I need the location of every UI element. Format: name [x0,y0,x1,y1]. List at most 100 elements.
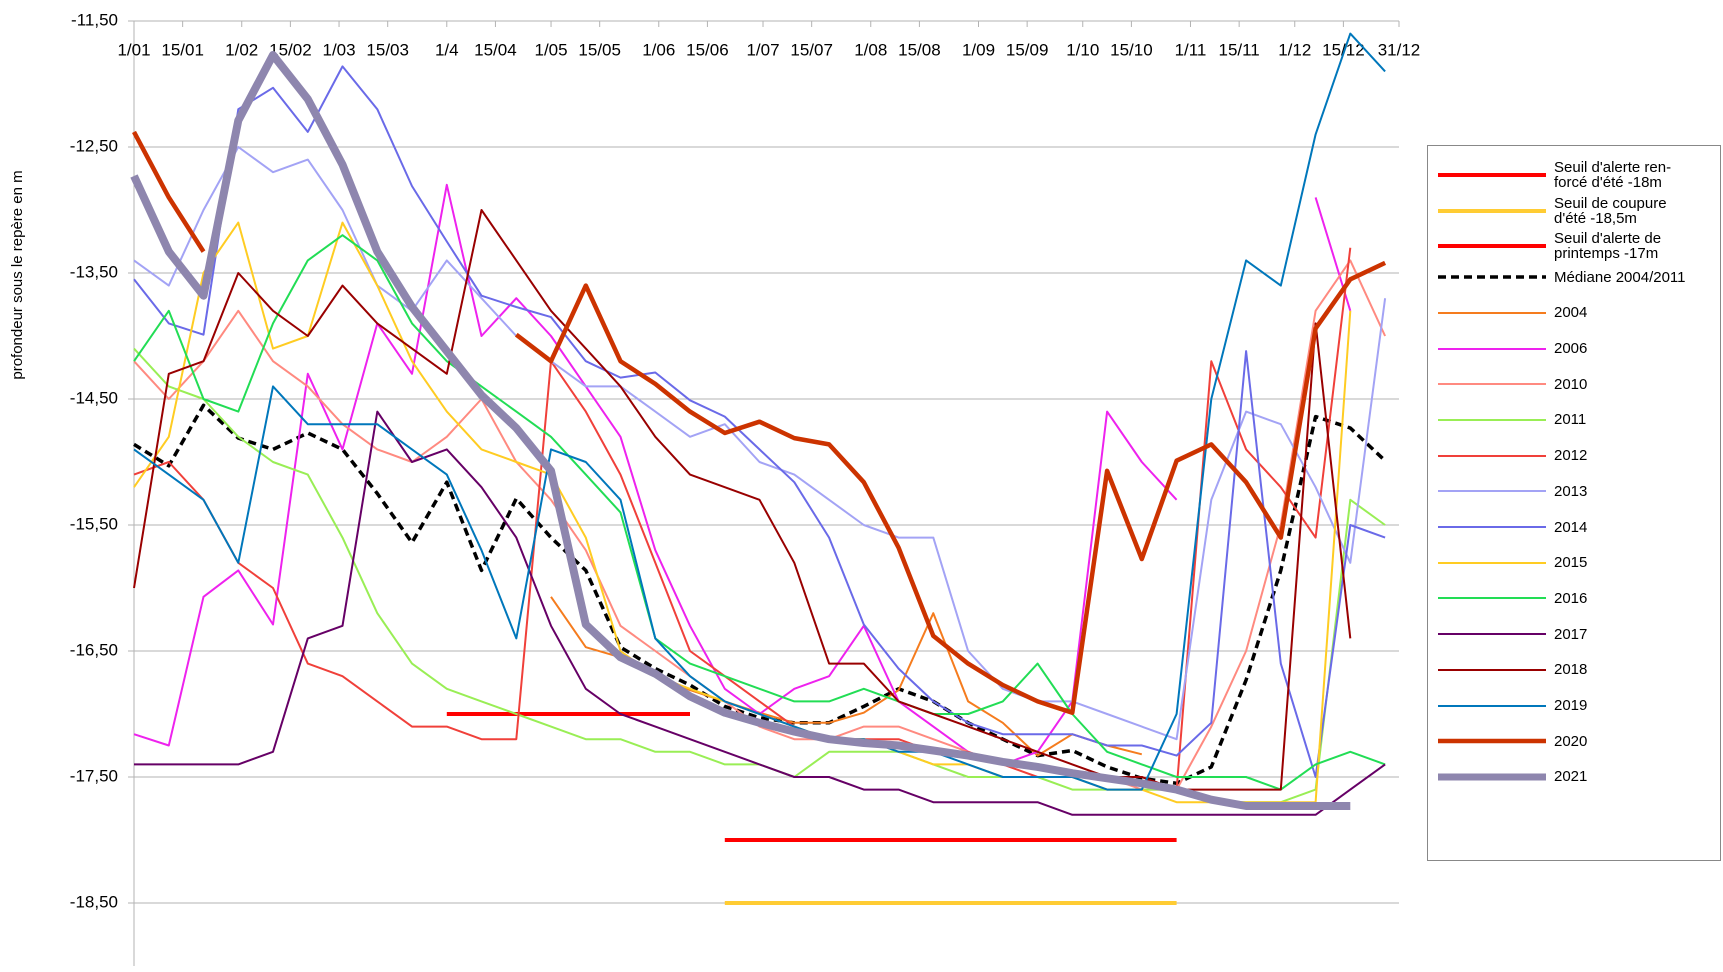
legend-entry: 2011 [1428,410,1586,430]
legend-entry: 2004 [1428,303,1587,323]
legend-label: Médiane 2004/2011 [1554,268,1686,286]
chart: profondeur sous le repère en m -11,50 -12… [9,10,1420,966]
legend-entry: 2010 [1428,374,1587,394]
legend-swatch [1438,490,1546,493]
legend-label: 2016 [1554,589,1588,607]
x-tick-label: 15/10 [1110,40,1153,59]
x-tick-label: 15/08 [898,40,941,59]
legend-label: Seuil d'alerte de printemps -17m [1554,230,1662,263]
x-tick-label: 15/05 [578,40,621,59]
legend-entry: Seuil d'alerte ren- forcé d'été -18m [1428,160,1671,190]
legend-swatch [1438,311,1546,314]
legend-label: 2018 [1554,661,1588,679]
legend-label: 2006 [1554,340,1588,357]
legend-label: 2004 [1554,304,1588,322]
legend-entry: 2014 [1428,517,1587,537]
x-tick-label: 1/08 [854,40,887,59]
x-tick-label: 1/11 [1175,40,1207,59]
legend-label: 2017 [1554,625,1588,643]
x-tick-label: 15/07 [790,40,833,59]
y-tick-label: -15,50 [70,514,118,533]
legend-label: 2013 [1554,482,1588,500]
legend-swatch [1438,244,1546,249]
y-axis-label: profondeur sous le repère en m [9,170,26,379]
series-line [550,596,1143,757]
x-tick-label: 1/12 [1278,40,1311,59]
legend-label: 2021 [1554,768,1588,786]
x-tick-label: 1/01 [117,40,150,59]
legend-label: 2010 [1554,375,1588,393]
series-line [134,410,1386,816]
legend-entry: 2012 [1428,446,1587,466]
x-tick-label: 1/05 [534,40,567,59]
legend-swatch [1438,454,1546,457]
series-line [133,209,1352,791]
legend-entry: 2006 [1428,339,1587,359]
x-tick-label: 15/01 [161,40,204,59]
legend-swatch [1438,773,1546,781]
legend-swatch [1438,704,1546,707]
legend-label: 2012 [1554,447,1588,465]
series-line [133,183,1352,766]
legend-swatch [1438,561,1546,564]
legend-entry: Médiane 2004/2011 [1428,267,1686,287]
x-tick-label: 1/02 [225,40,258,59]
x-tick-label: 1/4 [435,40,459,59]
legend-entry: Seuil d'alerte de printemps -17m [1428,231,1661,261]
x-tick-label: 1/03 [322,40,355,59]
x-tick-label: 1/06 [642,40,675,59]
legend-label: 2011 [1554,411,1587,429]
legend-label: Seuil d'alerte ren- forcé d'été -18m [1554,159,1672,191]
legend-label: 2015 [1554,554,1588,572]
legend-entry: 2018 [1428,660,1587,680]
series-line [130,51,1351,810]
legend-entry: 2019 [1428,696,1587,716]
y-tick-label: -16,50 [70,640,118,659]
x-tick-label: 31/12 [1378,40,1420,59]
x-tick-label: 15/12 [1322,40,1365,59]
legend-swatch [1438,526,1546,528]
legend-entry: 2017 [1428,624,1587,644]
legend-entry: 2021 [1428,767,1587,787]
y-tick-label: -13,50 [70,262,118,281]
legend: Seuil d'alerte ren- forcé d'été -18m Seui… [1427,145,1721,861]
legend-swatch [1438,347,1546,350]
x-tick-label: 1/10 [1066,40,1099,59]
series-line [133,32,1386,791]
x-tick-label: 1/07 [746,40,779,59]
legend-swatch [1438,597,1546,600]
legend-swatch [1438,275,1546,279]
x-tick-label: 15/06 [686,40,729,59]
series-line [133,347,1386,804]
x-tick-label: 15/11 [1218,40,1259,59]
x-tick-label: 15/03 [366,40,409,59]
legend-label: 2019 [1554,697,1588,714]
legend-label: 2020 [1554,732,1588,750]
y-tick-label: -17,50 [70,766,118,785]
series-line [132,130,1387,715]
y-tick-label: -11,50 [71,10,118,29]
x-tick-label: 15/09 [1006,40,1049,59]
legend-swatch [1438,668,1546,671]
legend-entry: Seuil de coupure d'été -18,5m [1428,196,1667,226]
x-tick-label: 15/02 [269,40,312,59]
y-tick-label: -18,50 [70,892,118,911]
legend-label: 2014 [1554,518,1588,536]
y-tick-label: -12,50 [70,136,118,155]
x-tick-label: 1/09 [962,40,995,59]
x-tick-label: 15/04 [474,40,517,59]
legend-swatch [1438,173,1546,177]
series-line [133,146,1387,741]
legend-swatch [1438,738,1546,744]
legend-swatch [1438,383,1546,386]
series-line [133,234,1386,791]
legend-swatch [1438,418,1546,421]
legend-swatch [1438,633,1546,636]
legend-swatch [1438,208,1546,213]
legend-entry: 2020 [1428,731,1587,751]
series-line [133,65,1386,778]
legend-label: Seuil de coupure d'été -18,5m [1554,194,1667,227]
legend-entry: 2013 [1428,481,1587,501]
y-tick-label: -14,50 [70,388,118,407]
